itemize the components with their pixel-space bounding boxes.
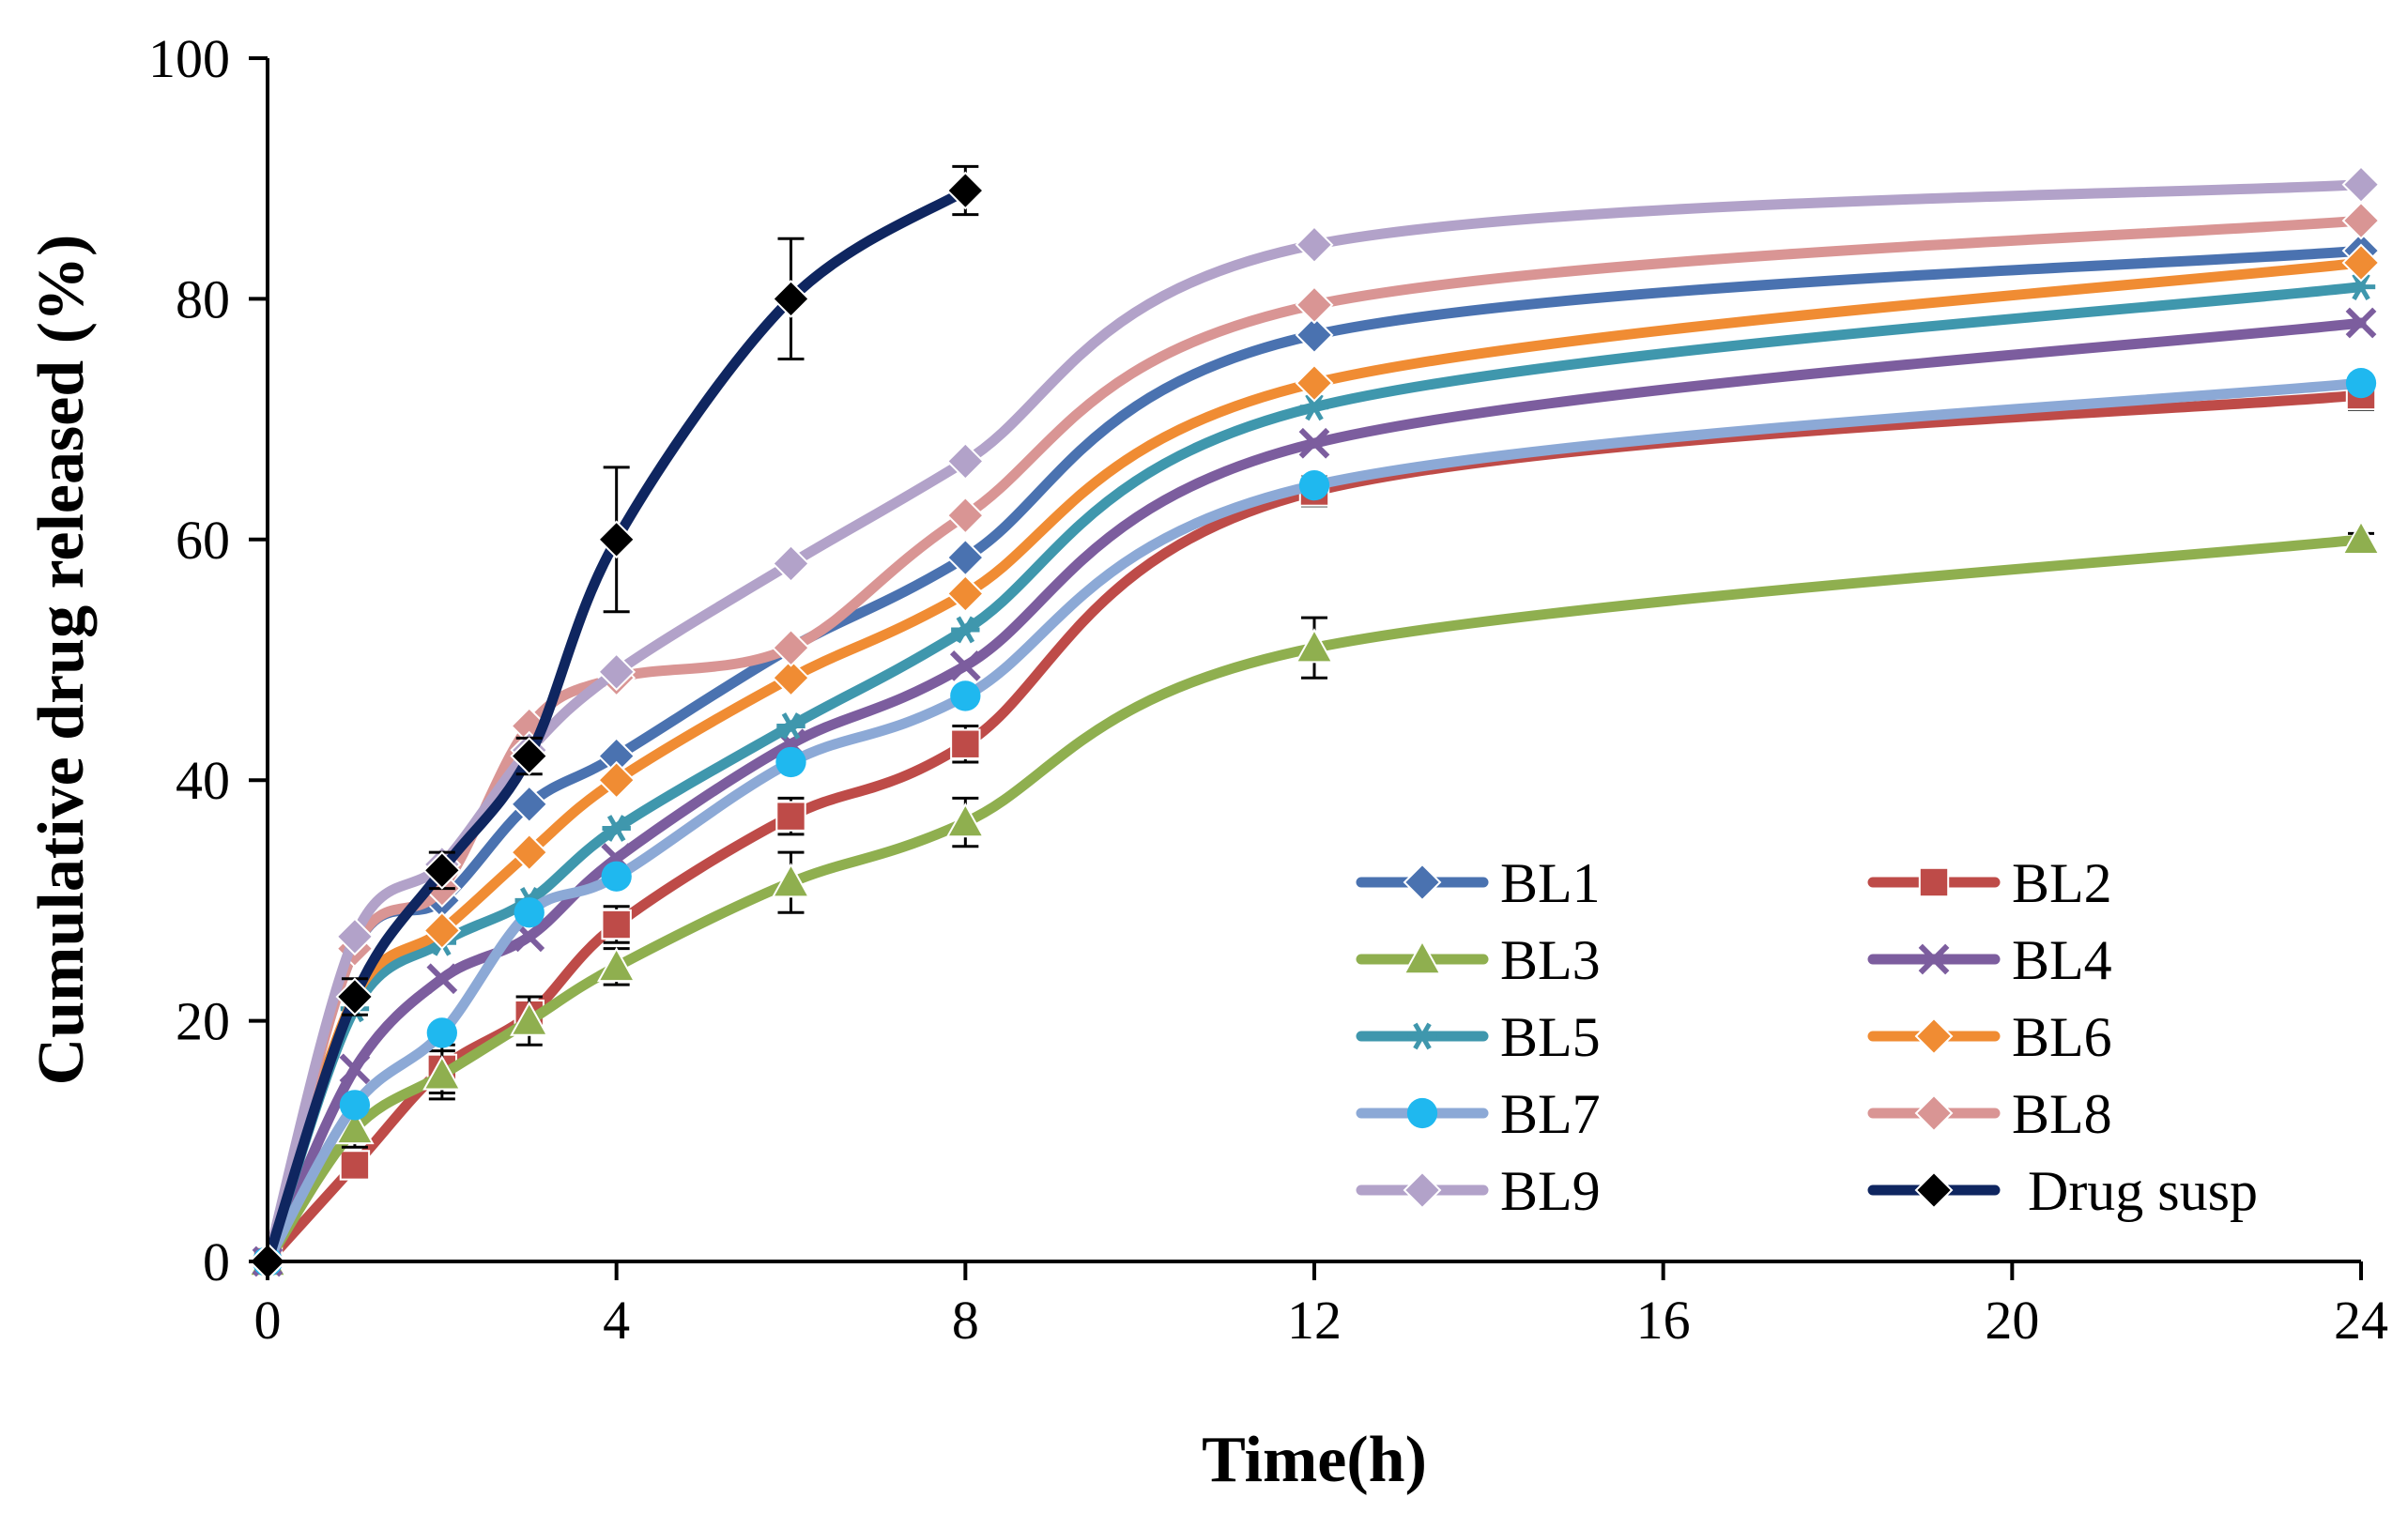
legend-item-bl9: BL9 [1361,1160,1601,1222]
data-point-bl8 [1296,287,1332,323]
legend-item-drug-susp: Drug susp [1873,1160,2258,1222]
legend-item-bl3: BL3 [1361,929,1601,991]
data-point-bl6 [1296,365,1332,401]
data-point-bl8 [2343,203,2379,238]
drug-release-chart: 0 20 40 60 80 100 0 4 8 12 16 20 24 Time(h) Cumulat… [0,0,2408,1513]
x-tick-label: 16 [1636,1290,1691,1351]
x-tick-label: 4 [603,1290,630,1351]
legend-label: BL9 [1500,1160,1601,1222]
data-point-bl7 [1299,470,1329,500]
x-axis-title: Time(h) [1202,1424,1427,1496]
data-point-bl7 [602,862,632,892]
x-tick-label: 8 [952,1290,979,1351]
data-point-bl2 [341,1151,369,1179]
data-point-bl9 [2343,167,2379,203]
y-tick-label: 40 [176,750,230,811]
x-ticks: 0 4 8 12 16 20 24 [254,1261,2389,1351]
data-point-bl2 [951,730,979,758]
legend-label: BL2 [2012,852,2112,914]
y-axis-title: Cumulative drug released (%) [25,235,98,1086]
x-tick-label: 24 [2334,1290,2388,1351]
legend-swatch-marker [1920,868,1948,896]
legend-swatch-marker [1408,1024,1436,1048]
legend-item-bl6: BL6 [1873,1006,2112,1068]
data-point-bl4 [429,965,456,992]
data-point-bl7 [775,747,805,777]
legend-item-bl7: BL7 [1361,1083,1601,1145]
legend-label: BL3 [1500,929,1601,991]
legend-label: BL1 [1500,852,1601,914]
data-point-bl7 [427,1017,457,1047]
y-tick-label: 20 [176,991,230,1052]
data-point-bl7 [340,1090,370,1120]
legend-swatch-marker [1407,1098,1437,1128]
legend-label: BL5 [1500,1006,1601,1068]
legend-label: BL7 [1500,1083,1601,1145]
y-tick-label: 100 [148,28,230,89]
legend-label: Drug susp [2028,1160,2258,1222]
x-tick-label: 12 [1287,1290,1342,1351]
series-line-drug-susp [268,191,965,1261]
legend-item-bl5: BL5 [1361,1006,1601,1068]
legend-label: BL6 [2012,1006,2112,1068]
legend-item-bl8: BL8 [1873,1083,2112,1145]
legend-item-bl4: BL4 [1873,929,2112,991]
y-ticks: 0 20 40 60 80 100 [148,28,268,1292]
legend-swatch-marker [1916,1172,1952,1208]
data-point-bl2 [776,802,805,830]
data-point-bl9 [1296,227,1332,263]
y-tick-label: 60 [176,510,230,571]
y-tick-label: 80 [176,268,230,329]
data-point-bl2 [602,910,630,939]
legend-swatch-marker [1404,864,1440,900]
data-point-bl7 [950,680,980,711]
axes-layer: 0 20 40 60 80 100 0 4 8 12 16 20 24 [148,28,2388,1351]
legend-item-bl2: BL2 [1873,852,2112,914]
legend-label: BL8 [2012,1083,2112,1145]
legend-swatch-marker [1916,1018,1952,1054]
x-tick-label: 20 [1985,1290,2039,1351]
y-tick-label: 0 [203,1231,230,1292]
data-point-bl7 [514,897,544,927]
legend: BL1 BL2 BL3 BL4 BL5 BL6 BL7 BL8 BL9 Drug susp [1361,852,2258,1222]
legend-label: BL4 [2012,929,2112,991]
legend-item-bl1: BL1 [1361,852,1601,914]
x-tick-label: 0 [254,1290,282,1351]
legend-swatch-marker [1404,1172,1440,1208]
legend-swatch-marker [1916,1095,1952,1131]
data-point-bl7 [2346,368,2376,398]
